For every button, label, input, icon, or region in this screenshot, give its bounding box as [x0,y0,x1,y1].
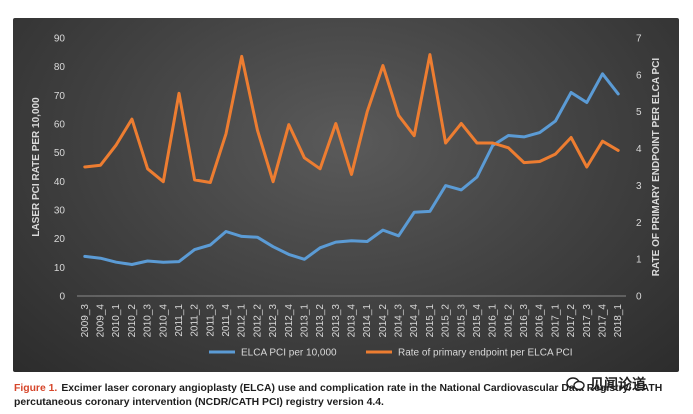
x-tick-label: 2011_2 [190,304,201,337]
watermark: 见闻论道 [566,372,686,396]
x-tick-label: 2016_1 [488,304,499,338]
x-tick-label: 2015_2 [441,304,452,338]
x-tick-label: 2010_1 [111,304,122,338]
x-tick-label: 2016_4 [535,304,546,338]
y-left-tick-label: 80 [54,62,66,73]
y-right-tick-label: 0 [636,292,642,303]
x-tick-label: 2018_1 [613,304,624,338]
x-tick-label: 2013_3 [331,304,342,338]
x-tick-label: 2010_2 [127,304,138,338]
dual-axis-line-chart: 0 10 20 30 40 50 60 70 80 90 0 1 2 3 4 5 6 7 2009_3 2009_4 2… [31,34,662,359]
x-tick-label: 2010_3 [143,304,154,338]
x-tick-label: 2011_4 [221,304,232,337]
caption-text: Excimer laser coronary angioplasty (ELCA… [14,383,663,408]
x-tick-label: 2009_3 [80,304,91,338]
y-left-tick-label: 20 [54,234,66,245]
y-right-tick-label: 1 [636,255,642,266]
y-right-axis-title: RATE OF PRIMARY ENDPOINT PER ELCA PCI [651,58,662,277]
x-tick-label: 2017_3 [582,304,593,338]
y-left-tick-label: 40 [54,177,66,188]
y-left-tick-label: 30 [54,206,66,217]
y-right-tick-label: 3 [636,181,642,192]
x-tick-label: 2011_3 [205,304,216,337]
y-left-tick-label: 10 [54,263,66,274]
x-tick-label: 2014_4 [409,304,420,338]
y-left-tick-label: 90 [54,34,66,45]
x-tick-label: 2017_1 [550,304,561,338]
x-tick-label: 2013_2 [315,304,326,338]
y-left-tick-label: 60 [54,120,66,131]
x-tick-label: 2013_1 [299,304,310,338]
y-right-tick-label: 2 [636,218,642,229]
x-tick-label: 2015_3 [456,304,467,338]
y-left-tick-label: 0 [59,292,65,303]
x-tick-label: 2012_1 [237,304,248,338]
x-tick-label: 2017_2 [566,304,577,338]
y-left-tick-label: 50 [54,148,66,159]
x-tick-label: 2013_4 [347,304,358,338]
x-tick-label: 2012_2 [252,304,263,338]
y-right-tick-label: 4 [636,144,642,155]
x-tick-label: 2017_4 [597,304,608,338]
legend-label: ELCA PCI per 10,000 [241,348,337,359]
x-tick-label: 2012_4 [284,304,295,338]
x-tick-label: 2016_2 [503,304,514,338]
series-line-primary-endpoint [83,53,620,184]
wechat-icon [566,377,585,391]
y-left-axis-title: LASER PCI RATE PER 10,000 [31,97,42,237]
x-tick-label: 2009_4 [96,304,107,338]
x-tick-label: 2014_3 [394,304,405,338]
x-tick-label: 2010_4 [158,304,169,338]
series-line-elca-pci [83,72,620,266]
x-tick-label: 2015_1 [425,304,436,338]
y-left-tick-label: 70 [54,91,66,102]
watermark-text: 见闻论道 [590,377,646,393]
y-right-tick-label: 7 [636,34,642,45]
x-tick-label: 2015_4 [472,304,483,338]
caption-label: Figure 1. [14,383,58,394]
x-tick-label: 2016_3 [519,304,530,338]
y-right-tick-label: 6 [636,70,642,81]
x-tick-label: 2011_1 [174,304,185,337]
chart-panel: 0 10 20 30 40 50 60 70 80 90 0 1 2 3 4 5 6 7 2009_3 2009_4 2… [13,18,679,372]
y-right-tick-label: 5 [636,107,642,118]
x-tick-label: 2014_2 [378,304,389,338]
x-tick-label: 2014_1 [362,304,373,338]
figure-caption: Figure 1. Excimer laser coronary angiopla… [14,382,686,410]
legend-label: Rate of primary endpoint per ELCA PCI [398,348,573,359]
x-tick-label: 2012_3 [268,304,279,338]
